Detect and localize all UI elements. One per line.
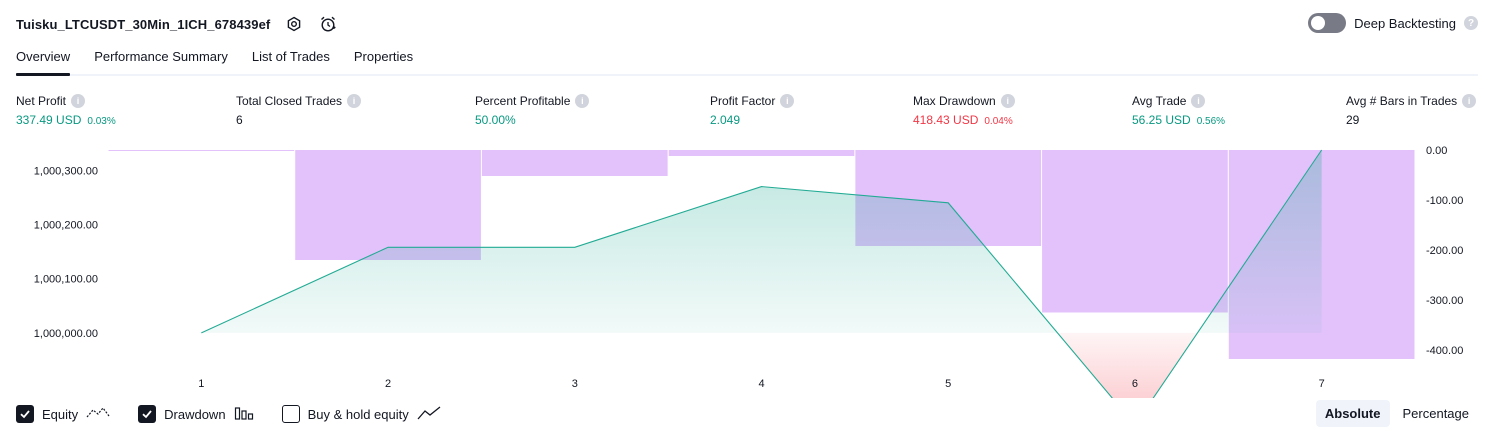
alarm-clock-icon[interactable] xyxy=(318,14,338,34)
value-mode-switch: Absolute Percentage xyxy=(1315,400,1478,427)
legend-label: Buy & hold equity xyxy=(307,406,409,422)
chart-legend: Equity Drawdown Buy & hold equity xyxy=(16,403,441,425)
deep-backtesting: Deep Backtesting ? xyxy=(1308,13,1478,33)
mode-absolute[interactable]: Absolute xyxy=(1315,400,1390,427)
legend-buy-hold[interactable]: Buy & hold equity xyxy=(281,405,441,424)
trend-line-icon xyxy=(417,405,441,424)
x-axis-tick-label: 2 xyxy=(385,378,391,390)
info-icon[interactable]: i xyxy=(780,94,795,108)
metric-label: Net Profit xyxy=(16,94,67,108)
tab-properties[interactable]: Properties xyxy=(353,49,414,64)
left-axis-tick-label: 1,000,300.00 xyxy=(34,165,98,177)
metric-net-profit: Net Profit i 337.49 USD 0.03% xyxy=(16,92,116,129)
metrics-row: Net Profit i 337.49 USD 0.03% Total Closed… xyxy=(0,92,1494,132)
tab-overview[interactable]: Overview xyxy=(16,44,71,76)
metric-percent: 0.04% xyxy=(984,116,1013,127)
drawdown-bar xyxy=(295,150,481,260)
deep-backtesting-toggle[interactable] xyxy=(1308,13,1347,33)
left-axis-tick-label: 1,000,100.00 xyxy=(34,274,98,286)
x-axis-tick-label: 3 xyxy=(572,378,578,390)
info-icon[interactable]: i xyxy=(1000,94,1015,108)
strategy-title: Tuisku_LTCUSDT_30Min_1ICH_678439ef xyxy=(16,16,271,32)
metric-percent-profitable: Percent Profitable i 50.00% xyxy=(475,92,590,129)
legend-equity[interactable]: Equity xyxy=(16,405,110,424)
metric-label: Percent Profitable xyxy=(475,94,571,108)
mode-percentage[interactable]: Percentage xyxy=(1402,406,1470,421)
strategy-header: Tuisku_LTCUSDT_30Min_1ICH_678439ef xyxy=(16,12,338,36)
left-axis-tick-label: 1,000,000.00 xyxy=(34,328,98,340)
drawdown-checkbox[interactable] xyxy=(138,405,157,423)
toggle-knob xyxy=(1311,16,1326,30)
info-icon[interactable]: i xyxy=(1462,94,1477,108)
metric-value: 337.49 USD xyxy=(16,113,82,127)
drawdown-bar xyxy=(1042,150,1228,313)
x-axis-tick-label: 4 xyxy=(758,378,764,390)
metric-value: 2.049 xyxy=(710,113,741,127)
info-icon[interactable]: i xyxy=(347,94,362,108)
settings-icon[interactable] xyxy=(284,14,304,34)
right-axis-tick-label: -200.00 xyxy=(1426,245,1463,257)
x-axis-tick-label: 5 xyxy=(945,378,951,390)
left-axis: 1,000,000.00 1,000,100.00 1,000,200.00 1,00… xyxy=(34,165,98,340)
info-icon[interactable]: i xyxy=(575,94,590,108)
drawdown-bar xyxy=(481,150,668,176)
x-axis-tick-label: 1 xyxy=(198,378,204,390)
equity-negative-area xyxy=(201,332,1322,398)
buy-hold-checkbox[interactable] xyxy=(281,405,300,423)
metric-profit-factor: Profit Factor i 2.049 xyxy=(710,92,795,129)
legend-label: Drawdown xyxy=(164,406,226,422)
info-icon[interactable]: i xyxy=(71,94,86,108)
info-icon[interactable]: i xyxy=(1191,94,1206,108)
metric-total-closed-trades: Total Closed Trades i 6 xyxy=(236,92,362,129)
right-axis-tick-label: 0.00 xyxy=(1426,145,1447,157)
legend-drawdown[interactable]: Drawdown xyxy=(138,405,253,424)
drawdown-bars-icon xyxy=(234,405,254,424)
equity-drawdown-chart: 1,000,000.00 1,000,100.00 1,000,200.00 1,00… xyxy=(34,145,1463,398)
right-axis-tick-label: -100.00 xyxy=(1426,195,1463,207)
x-axis: 1 2 3 4 5 6 7 xyxy=(198,378,1324,390)
metric-value: 29 xyxy=(1346,113,1360,127)
legend-label: Equity xyxy=(42,406,79,422)
x-axis-tick-label: 7 xyxy=(1319,378,1325,390)
metric-avg-trade: Avg Trade i 56.25 USD 0.56% xyxy=(1132,92,1225,129)
equity-line-icon xyxy=(86,405,110,424)
metric-label: Total Closed Trades xyxy=(236,94,343,108)
metric-value: 418.43 USD xyxy=(913,113,979,127)
metric-max-drawdown: Max Drawdown i 418.43 USD 0.04% xyxy=(913,92,1015,129)
right-axis-tick-label: -400.00 xyxy=(1426,345,1463,357)
x-axis-tick-label: 6 xyxy=(1132,378,1138,390)
drawdown-bars xyxy=(108,150,1415,359)
metric-avg-bars: Avg # Bars in Trades i 29 xyxy=(1346,92,1477,129)
deep-backtesting-label: Deep Backtesting xyxy=(1354,15,1456,31)
left-axis-tick-label: 1,000,200.00 xyxy=(34,220,98,232)
tab-bar: Overview Performance Summary List of Tra… xyxy=(16,44,1478,76)
metric-value: 50.00% xyxy=(475,113,516,127)
equity-area xyxy=(201,149,1323,398)
equity-positive-area xyxy=(201,150,1322,333)
metric-label: Avg # Bars in Trades xyxy=(1346,94,1458,108)
metric-value: 56.25 USD xyxy=(1132,113,1191,127)
metric-label: Profit Factor xyxy=(710,94,776,108)
tab-list-of-trades[interactable]: List of Trades xyxy=(251,49,330,64)
metric-label: Max Drawdown xyxy=(913,94,996,108)
equity-checkbox[interactable] xyxy=(16,405,34,423)
drawdown-bar xyxy=(108,150,295,151)
help-icon[interactable]: ? xyxy=(1464,16,1478,30)
right-axis-tick-label: -300.00 xyxy=(1426,295,1463,307)
metric-value: 6 xyxy=(236,113,243,127)
metric-label: Avg Trade xyxy=(1132,94,1187,108)
metric-percent: 0.03% xyxy=(87,116,116,127)
drawdown-bar xyxy=(668,150,855,156)
tab-performance-summary[interactable]: Performance Summary xyxy=(94,49,228,64)
right-axis: 0.00 -100.00 -200.00 -300.00 -400.00 xyxy=(1426,145,1463,357)
metric-percent: 0.56% xyxy=(1196,116,1226,127)
